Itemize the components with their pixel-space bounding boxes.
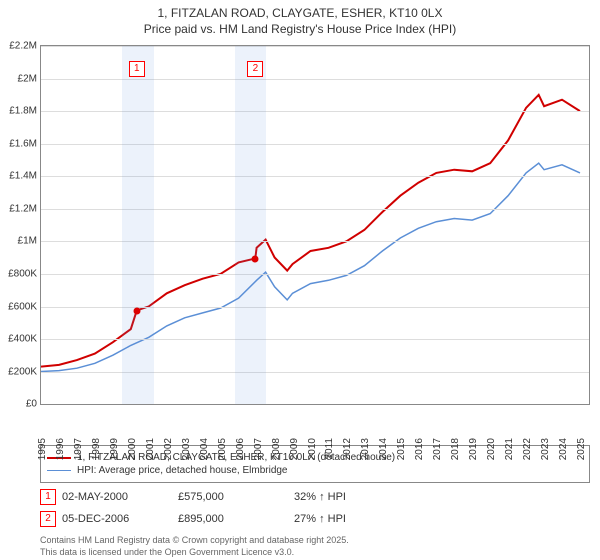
x-tick-label: 1996 [55,438,66,468]
x-tick-label: 2014 [378,438,389,468]
sale-date: 05-DEC-2006 [62,513,172,525]
sale-price: £575,000 [178,491,288,503]
sale-marker-dot [252,255,259,262]
x-tick-label: 2004 [199,438,210,468]
x-tick-label: 2007 [253,438,264,468]
y-tick-label: £1M [18,236,37,247]
sales-table: 1 02-MAY-2000 £575,000 32% ↑ HPI 2 05-DEC-200… [0,489,600,527]
x-tick-label: 2016 [414,438,425,468]
x-tick-label: 2006 [235,438,246,468]
sale-delta: 32% ↑ HPI [294,491,404,503]
chart-container: 1, FITZALAN ROAD, CLAYGATE, ESHER, KT10 … [0,0,600,560]
x-tick-label: 2019 [468,438,479,468]
title-line-2: Price paid vs. HM Land Registry's House … [0,22,600,38]
x-tick-label: 2024 [558,438,569,468]
x-tick-label: 2021 [504,438,515,468]
x-tick-label: 2017 [432,438,443,468]
x-tick-label: 1999 [109,438,120,468]
sale-delta: 27% ↑ HPI [294,513,404,525]
x-tick-label: 2003 [181,438,192,468]
x-tick-label: 2023 [540,438,551,468]
x-tick-label: 2020 [486,438,497,468]
x-tick-label: 2015 [396,438,407,468]
highlight-band [235,46,266,404]
y-tick-label: £1.6M [9,138,37,149]
x-tick-label: 1997 [73,438,84,468]
sale-marker-box: 1 [129,61,145,77]
y-tick-label: £2M [18,73,37,84]
chart-title: 1, FITZALAN ROAD, CLAYGATE, ESHER, KT10 … [0,0,600,37]
x-tick-label: 2010 [307,438,318,468]
y-tick-label: £1.8M [9,106,37,117]
legend-swatch [47,470,71,471]
x-tick-label: 1998 [91,438,102,468]
x-tick-label: 2022 [522,438,533,468]
x-tick-label: 2009 [289,438,300,468]
sale-row: 1 02-MAY-2000 £575,000 32% ↑ HPI [40,489,590,505]
x-tick-label: 2013 [360,438,371,468]
y-tick-label: £1.2M [9,203,37,214]
x-tick-label: 2001 [145,438,156,468]
x-tick-label: 2008 [271,438,282,468]
sale-date: 02-MAY-2000 [62,491,172,503]
x-tick-label: 2011 [324,438,335,468]
x-tick-label: 2018 [450,438,461,468]
x-tick-label: 1995 [37,438,48,468]
x-tick-label: 2025 [576,438,587,468]
sale-marker-dot [133,307,140,314]
x-tick-label: 2005 [217,438,228,468]
plot-area: £0£200K£400K£600K£800K£1M£1.2M£1.4M£1.6M… [40,45,590,405]
sale-num-box: 1 [40,489,56,505]
x-tick-label: 2002 [163,438,174,468]
y-tick-label: £2.2M [9,41,37,52]
title-line-1: 1, FITZALAN ROAD, CLAYGATE, ESHER, KT10 … [0,6,600,22]
y-tick-label: £800K [8,269,37,280]
sale-marker-box: 2 [247,61,263,77]
y-tick-label: £1.4M [9,171,37,182]
footer-line-1: Contains HM Land Registry data © Crown c… [40,535,590,547]
y-tick-label: £400K [8,334,37,345]
y-tick-label: £600K [8,301,37,312]
sale-price: £895,000 [178,513,288,525]
x-tick-label: 2000 [127,438,138,468]
y-tick-label: £200K [8,366,37,377]
sale-row: 2 05-DEC-2006 £895,000 27% ↑ HPI [40,511,590,527]
x-tick-label: 2012 [342,438,353,468]
highlight-band [122,46,154,404]
footer-line-2: This data is licensed under the Open Gov… [40,547,590,559]
sale-num-box: 2 [40,511,56,527]
footer: Contains HM Land Registry data © Crown c… [40,535,590,558]
y-tick-label: £0 [26,399,37,410]
